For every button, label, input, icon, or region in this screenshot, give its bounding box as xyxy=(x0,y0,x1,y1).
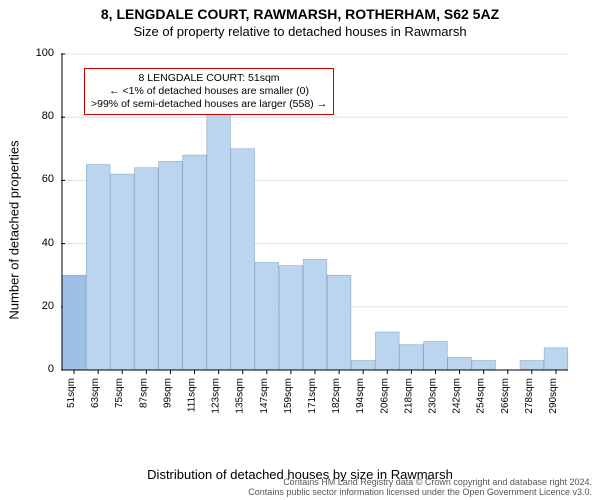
svg-text:147sqm: 147sqm xyxy=(259,378,270,414)
svg-text:135sqm: 135sqm xyxy=(235,378,246,414)
svg-text:182sqm: 182sqm xyxy=(331,378,342,414)
page-title: 8, LENGDALE COURT, RAWMARSH, ROTHERHAM, … xyxy=(0,0,600,22)
y-tick-label: 20 xyxy=(24,300,54,312)
y-tick-label: 0 xyxy=(24,363,54,375)
callout-line: ← <1% of detached houses are smaller (0) xyxy=(91,85,327,98)
svg-text:254sqm: 254sqm xyxy=(476,378,487,414)
y-tick-label: 60 xyxy=(24,173,54,185)
svg-text:99sqm: 99sqm xyxy=(162,378,173,408)
highlight-callout: 8 LENGDALE COURT: 51sqm ← <1% of detache… xyxy=(84,68,334,115)
svg-text:171sqm: 171sqm xyxy=(307,378,318,414)
callout-line: >99% of semi-detached houses are larger … xyxy=(91,98,327,111)
svg-text:123sqm: 123sqm xyxy=(211,378,222,414)
svg-text:63sqm: 63sqm xyxy=(90,378,101,408)
svg-text:242sqm: 242sqm xyxy=(452,378,463,414)
y-tick-label: 80 xyxy=(24,110,54,122)
svg-text:230sqm: 230sqm xyxy=(427,378,438,414)
svg-text:206sqm: 206sqm xyxy=(379,378,390,414)
svg-text:75sqm: 75sqm xyxy=(114,378,125,408)
svg-text:218sqm: 218sqm xyxy=(403,378,414,414)
page-subtitle: Size of property relative to detached ho… xyxy=(0,22,600,39)
y-axis-label: Number of detached properties xyxy=(7,140,22,319)
svg-text:278sqm: 278sqm xyxy=(524,378,535,414)
svg-text:159sqm: 159sqm xyxy=(283,378,294,414)
svg-text:266sqm: 266sqm xyxy=(500,378,511,414)
y-tick-label: 100 xyxy=(24,47,54,59)
footer-line: Contains public sector information licen… xyxy=(248,488,592,498)
callout-line: 8 LENGDALE COURT: 51sqm xyxy=(91,72,327,85)
svg-text:51sqm: 51sqm xyxy=(66,378,77,408)
svg-text:111sqm: 111sqm xyxy=(187,378,198,412)
attribution-footer: Contains HM Land Registry data © Crown c… xyxy=(248,478,592,498)
svg-text:194sqm: 194sqm xyxy=(355,378,366,414)
y-tick-label: 40 xyxy=(24,237,54,249)
svg-text:87sqm: 87sqm xyxy=(138,378,149,408)
svg-text:290sqm: 290sqm xyxy=(548,378,559,414)
